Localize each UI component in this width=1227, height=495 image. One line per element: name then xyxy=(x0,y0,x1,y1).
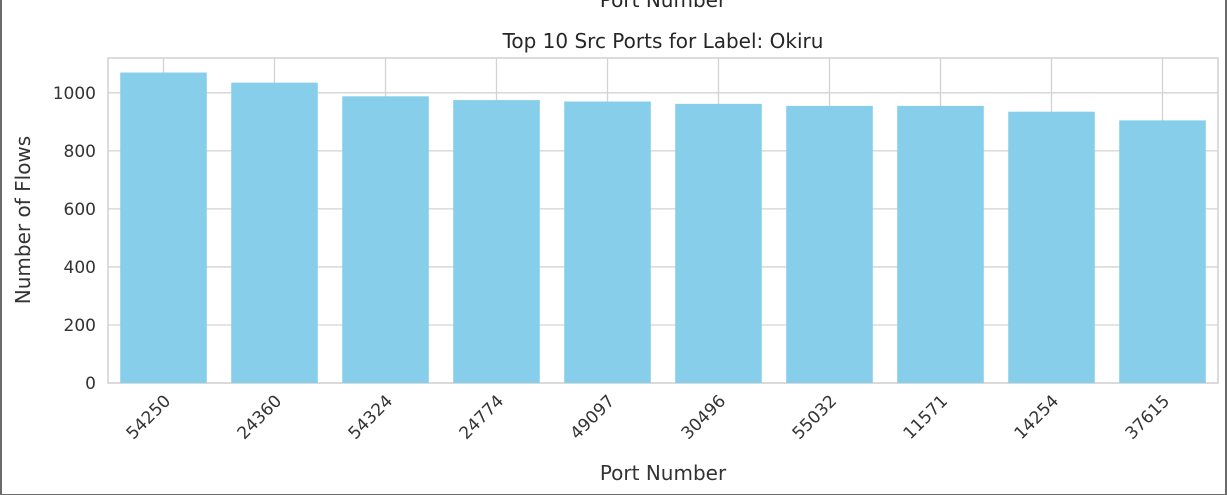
bar-11571 xyxy=(897,105,984,384)
x-tick-label: 30496 xyxy=(678,391,730,443)
x-tick-label: 54250 xyxy=(123,391,175,443)
bars xyxy=(120,72,1206,384)
bar-49097 xyxy=(564,101,651,383)
y-axis-label: Number of Flows xyxy=(11,136,35,304)
bar-55032 xyxy=(786,105,873,384)
x-tick-label: 54324 xyxy=(345,391,397,443)
chart-title: Top 10 Src Ports for Label: Okiru xyxy=(502,29,824,53)
bar-37615 xyxy=(1119,120,1206,383)
x-tick-label: 55032 xyxy=(789,391,841,443)
x-tick-label: 24360 xyxy=(234,391,286,443)
y-tick-label: 1000 xyxy=(53,84,96,104)
x-tick-label: 11571 xyxy=(900,391,952,443)
bar-24774 xyxy=(453,100,540,383)
y-tick-labels: 0 200 400 600 800 1000 xyxy=(53,84,96,394)
bar-24360 xyxy=(231,82,318,384)
y-tick-label: 600 xyxy=(64,200,96,220)
x-tick-label: 37615 xyxy=(1122,391,1174,443)
y-tick-label: 200 xyxy=(64,316,96,336)
x-tick-label: 14254 xyxy=(1011,391,1063,443)
bar-54250 xyxy=(120,72,207,384)
y-tick-label: 400 xyxy=(64,258,96,278)
bar-30496 xyxy=(675,103,762,384)
y-tick-label: 0 xyxy=(85,374,96,394)
y-tick-label: 800 xyxy=(64,142,96,162)
clipped-top-text: Port Number xyxy=(600,0,727,12)
x-tick-label: 49097 xyxy=(567,391,619,443)
x-tick-labels: 54250 24360 54324 24774 49097 30496 55032 11571… xyxy=(123,391,1174,443)
x-axis-label: Port Number xyxy=(600,461,727,485)
bar-14254 xyxy=(1008,111,1095,383)
x-tick-label: 24774 xyxy=(456,391,508,443)
bar-54324 xyxy=(342,96,429,383)
